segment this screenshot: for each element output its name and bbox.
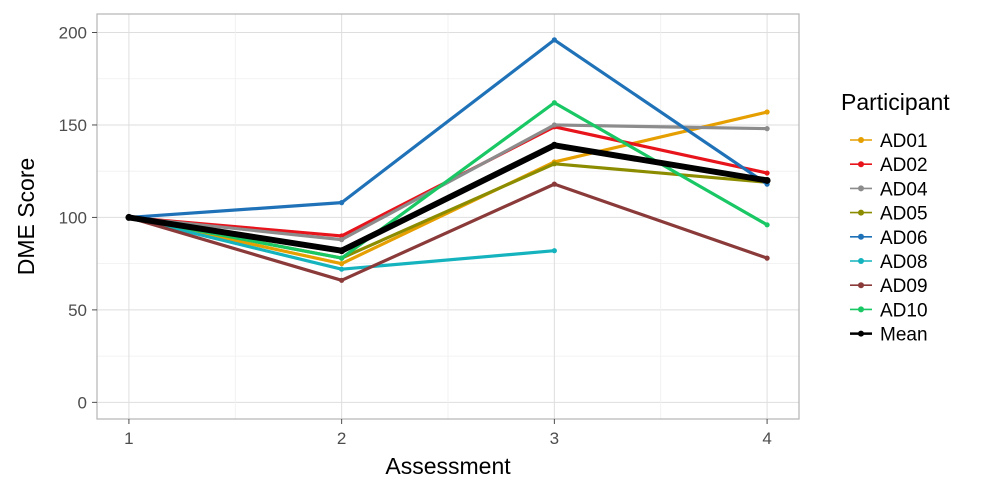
x-tick-label: 4 — [762, 429, 771, 448]
data-point — [338, 247, 346, 255]
data-point — [339, 255, 345, 261]
data-point — [125, 213, 133, 221]
legend-item: AD09 — [850, 276, 928, 297]
y-tick-label: 150 — [59, 116, 87, 135]
data-point — [551, 37, 557, 43]
data-point — [339, 261, 345, 267]
legend-label: AD02 — [880, 155, 928, 176]
legend-key-point — [858, 306, 864, 313]
legend-label: AD08 — [880, 252, 928, 273]
legend-item: AD08 — [850, 252, 928, 273]
axis-ticks: 0 50 100 150 200 1 2 3 4 — [59, 23, 772, 448]
legend-label: AD06 — [880, 228, 928, 249]
data-point — [339, 277, 345, 283]
legend-item: AD01 — [850, 131, 928, 152]
data-point — [339, 266, 345, 272]
data-point — [763, 176, 771, 184]
legend-item: AD05 — [850, 204, 928, 225]
plot-panel-border — [96, 13, 800, 420]
legend-item: AD06 — [850, 228, 928, 249]
legend-label: AD04 — [880, 179, 928, 200]
x-tick-label: 2 — [337, 429, 346, 448]
legend-key-point — [858, 185, 864, 192]
legend-item: AD04 — [850, 179, 928, 200]
series-mean — [125, 141, 771, 255]
data-point — [551, 100, 557, 106]
y-tick-label: 200 — [59, 23, 87, 42]
data-point — [764, 222, 770, 228]
series-line — [128, 142, 768, 254]
legend-label: AD05 — [880, 204, 928, 225]
grid — [97, 14, 799, 419]
x-tick-label: 1 — [124, 429, 133, 448]
legend-key-point — [858, 330, 864, 337]
x-axis-title: Assessment — [385, 453, 511, 479]
y-axis-title: DME Score — [13, 158, 39, 276]
data-point — [764, 109, 770, 115]
legend-key-point — [858, 209, 864, 216]
series-lines — [125, 37, 771, 283]
x-tick-label: 3 — [550, 429, 559, 448]
legend-label: AD10 — [880, 300, 928, 321]
data-point — [551, 161, 557, 167]
legend-title: Participant — [841, 89, 950, 115]
legend-item: Mean — [850, 325, 928, 346]
y-tick-label: 50 — [68, 301, 87, 320]
data-point — [339, 237, 345, 243]
legend-key-point — [858, 282, 864, 289]
legend-label: AD09 — [880, 276, 928, 297]
legend-key-point — [858, 161, 864, 168]
legend: Participant AD01 AD02 AD04 AD05 AD06 AD08 AD09… — [841, 89, 950, 346]
y-tick-label: 0 — [78, 393, 87, 412]
data-point — [764, 170, 770, 176]
series-line — [128, 110, 768, 266]
legend-key-point — [858, 258, 864, 264]
series-line — [128, 38, 768, 220]
data-point — [551, 181, 557, 187]
data-point — [339, 200, 345, 206]
legend-item: AD02 — [850, 155, 928, 176]
data-point — [551, 248, 557, 254]
series-line — [128, 182, 768, 282]
legend-key-point — [858, 233, 864, 240]
legend-item: AD10 — [850, 300, 928, 321]
data-point — [550, 141, 558, 149]
legend-label: Mean — [880, 325, 928, 346]
y-tick-label: 100 — [59, 208, 87, 227]
data-point — [551, 122, 557, 128]
data-point — [764, 126, 770, 132]
data-point — [764, 255, 770, 261]
legend-key-point — [858, 137, 864, 143]
legend-label: AD01 — [880, 131, 928, 152]
